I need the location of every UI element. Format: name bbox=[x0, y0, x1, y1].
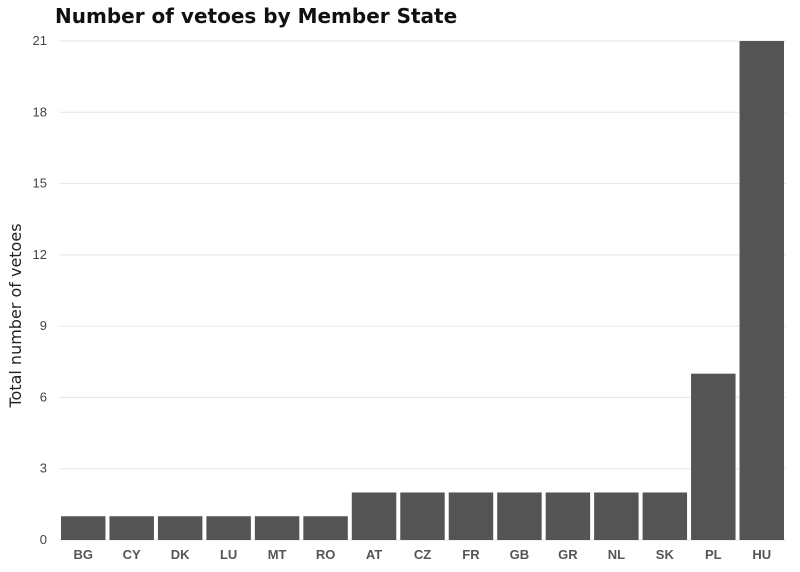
bar-cy bbox=[109, 516, 154, 540]
x-tick-label: LU bbox=[220, 547, 237, 562]
bar-gr bbox=[545, 492, 591, 540]
x-tick-label: PL bbox=[705, 547, 722, 562]
bar-hu bbox=[739, 41, 784, 540]
x-tick-label: SK bbox=[656, 547, 675, 562]
bar-at bbox=[351, 492, 397, 540]
bar-bg bbox=[61, 516, 106, 540]
x-tick-label: GB bbox=[510, 547, 530, 562]
bars bbox=[61, 41, 784, 540]
x-tick-label: MT bbox=[268, 547, 287, 562]
chart-title: Number of vetoes by Member State bbox=[55, 4, 458, 28]
x-tick-label: RO bbox=[316, 547, 336, 562]
x-tick-label: BG bbox=[73, 547, 93, 562]
bar-gb bbox=[497, 492, 542, 540]
bar-fr bbox=[448, 492, 494, 540]
x-tick-label: CZ bbox=[414, 547, 431, 562]
y-tick-label: 12 bbox=[33, 247, 47, 262]
y-axis-ticks: 0 3 6 9 12 15 18 21 bbox=[33, 33, 47, 547]
bar-mt bbox=[254, 516, 300, 540]
y-tick-label: 15 bbox=[33, 176, 47, 191]
y-tick-label: 21 bbox=[33, 33, 47, 48]
bar-sk bbox=[642, 492, 688, 540]
x-tick-label: AT bbox=[366, 547, 382, 562]
y-tick-label: 0 bbox=[40, 532, 47, 547]
gridlines bbox=[59, 40, 786, 541]
bar-dk bbox=[157, 516, 203, 540]
y-tick-label: 3 bbox=[40, 461, 47, 476]
x-tick-label: NL bbox=[608, 547, 625, 562]
x-tick-label: FR bbox=[462, 547, 480, 562]
bar-pl bbox=[691, 373, 736, 540]
bar-lu bbox=[206, 516, 251, 540]
y-axis-title: Total number of vetoes bbox=[6, 223, 25, 408]
bar-ro bbox=[303, 516, 348, 540]
bar-nl bbox=[594, 492, 639, 540]
y-tick-label: 6 bbox=[40, 389, 47, 404]
y-tick-label: 18 bbox=[33, 104, 47, 119]
x-tick-label: CY bbox=[123, 547, 141, 562]
x-tick-label: GR bbox=[558, 547, 578, 562]
bar-cz bbox=[400, 492, 445, 540]
x-tick-label: DK bbox=[171, 547, 190, 562]
x-axis-ticks: BG CY DK LU MT RO AT CZ FR GB GR NL SK PL HU bbox=[73, 547, 771, 562]
x-tick-label: HU bbox=[752, 547, 771, 562]
y-tick-label: 9 bbox=[40, 318, 47, 333]
